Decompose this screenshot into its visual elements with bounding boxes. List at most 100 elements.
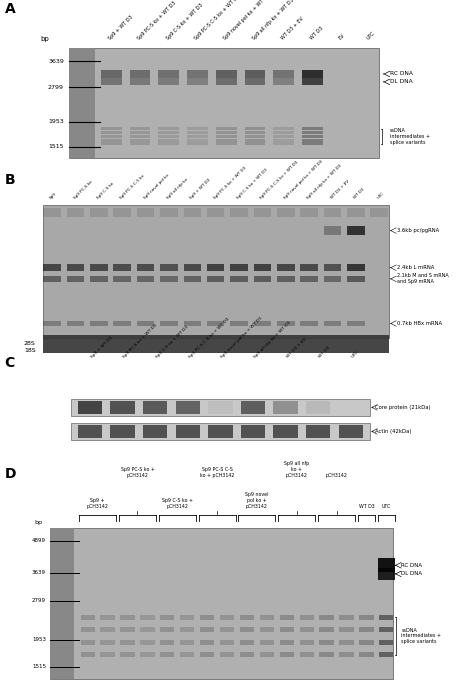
Bar: [273, 425, 298, 438]
Bar: [90, 264, 108, 271]
Bar: [67, 276, 84, 281]
Text: WT D3: WT D3: [309, 26, 324, 41]
Bar: [230, 276, 248, 281]
Bar: [187, 131, 208, 134]
Bar: [347, 276, 365, 281]
Text: 2799: 2799: [48, 85, 64, 89]
Bar: [280, 615, 294, 620]
Bar: [90, 276, 108, 281]
Bar: [130, 142, 150, 146]
Bar: [207, 264, 224, 271]
Text: Sp9 + WT D3: Sp9 + WT D3: [90, 335, 113, 359]
Bar: [130, 128, 150, 130]
Text: Sp9 C-S ko +
pCH3142: Sp9 C-S ko + pCH3142: [162, 498, 193, 509]
Text: 4899: 4899: [32, 538, 46, 543]
Text: 1953: 1953: [48, 119, 64, 125]
Bar: [220, 627, 234, 632]
Bar: [200, 652, 214, 657]
Text: RC DNA: RC DNA: [390, 71, 412, 76]
Text: Sp9 C-S ko: Sp9 C-S ko: [96, 182, 115, 200]
Bar: [183, 209, 201, 217]
Bar: [254, 209, 271, 217]
Bar: [44, 276, 61, 281]
Bar: [280, 652, 294, 657]
Bar: [379, 640, 393, 644]
Bar: [101, 131, 122, 134]
Bar: [90, 321, 108, 326]
Bar: [216, 78, 237, 85]
Bar: [187, 142, 208, 146]
Bar: [240, 627, 254, 632]
Bar: [143, 401, 167, 414]
Text: WT D3 + EV: WT D3 + EV: [285, 337, 307, 359]
Text: DL DNA: DL DNA: [390, 80, 412, 85]
Bar: [140, 640, 155, 644]
Bar: [300, 652, 314, 657]
Bar: [207, 209, 224, 217]
Bar: [359, 615, 374, 620]
Text: UTC: UTC: [382, 504, 391, 509]
Bar: [100, 640, 115, 644]
Bar: [160, 615, 174, 620]
Bar: [120, 627, 135, 632]
Text: 2.1kb M and S mRNA
and Sp9 mRNA: 2.1kb M and S mRNA and Sp9 mRNA: [397, 274, 448, 284]
Bar: [78, 401, 102, 414]
Bar: [200, 627, 214, 632]
Text: 3639: 3639: [48, 59, 64, 64]
Bar: [230, 321, 248, 326]
Bar: [180, 615, 194, 620]
Text: Sp9 PC-S ko + WT D3: Sp9 PC-S ko + WT D3: [123, 323, 158, 359]
Bar: [175, 401, 200, 414]
Text: C: C: [5, 356, 15, 370]
Bar: [187, 78, 208, 85]
Bar: [137, 276, 155, 281]
Bar: [158, 131, 179, 134]
Bar: [220, 640, 234, 644]
Text: B: B: [5, 173, 15, 187]
Bar: [130, 139, 150, 141]
Bar: [245, 131, 265, 134]
Bar: [187, 128, 208, 130]
Bar: [245, 142, 265, 146]
Bar: [200, 640, 214, 644]
Bar: [101, 78, 122, 85]
Bar: [160, 627, 174, 632]
Text: Sp9: Sp9: [49, 191, 58, 200]
Bar: [379, 652, 393, 657]
Bar: [306, 425, 330, 438]
Text: 1953: 1953: [32, 637, 46, 642]
Bar: [347, 321, 365, 326]
Text: Sp9 + WT D3: Sp9 + WT D3: [108, 14, 135, 41]
Bar: [81, 640, 95, 644]
Text: DL DNA: DL DNA: [401, 572, 423, 577]
Bar: [100, 652, 115, 657]
Bar: [101, 128, 122, 130]
Bar: [130, 78, 150, 85]
Bar: [302, 69, 323, 78]
Bar: [120, 652, 135, 657]
Bar: [120, 640, 135, 644]
Bar: [339, 627, 354, 632]
Bar: [273, 128, 294, 130]
Bar: [379, 615, 393, 620]
Text: UTC: UTC: [376, 191, 385, 200]
Bar: [277, 321, 294, 326]
Bar: [216, 139, 237, 141]
Bar: [143, 425, 167, 438]
Bar: [44, 321, 61, 326]
Bar: [220, 652, 234, 657]
Bar: [324, 276, 341, 281]
Text: WT D3: WT D3: [353, 188, 365, 200]
Bar: [187, 139, 208, 141]
Bar: [113, 209, 131, 217]
Text: Sp9 novel pol ko: Sp9 novel pol ko: [143, 173, 170, 200]
Bar: [378, 559, 395, 572]
Text: Sp9 PC-S ko + WT D3: Sp9 PC-S ko + WT D3: [213, 166, 247, 200]
Bar: [130, 135, 150, 138]
Text: WT D3 + EV: WT D3 + EV: [280, 16, 305, 41]
Text: Sp9 novel pol ko + WT D3: Sp9 novel pol ko + WT D3: [283, 159, 324, 200]
Text: Sp9 PC-S ko +
pCH3142: Sp9 PC-S ko + pCH3142: [120, 467, 155, 478]
Bar: [324, 209, 341, 217]
Bar: [140, 652, 155, 657]
Bar: [280, 627, 294, 632]
